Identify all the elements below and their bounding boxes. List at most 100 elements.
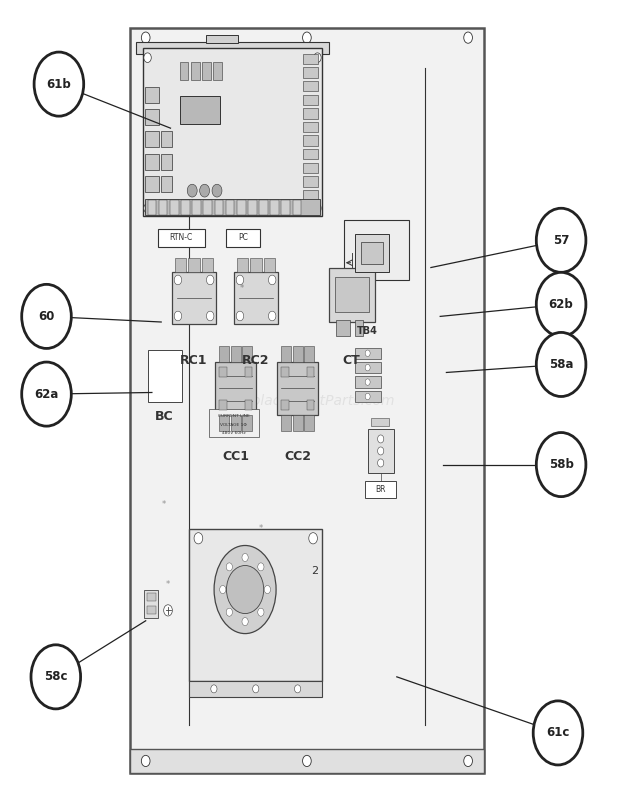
Circle shape xyxy=(314,53,321,62)
Circle shape xyxy=(365,350,370,356)
Bar xyxy=(159,200,167,215)
Circle shape xyxy=(378,435,384,443)
Circle shape xyxy=(536,433,586,497)
Bar xyxy=(215,200,223,215)
Text: 58b: 58b xyxy=(549,458,574,471)
Bar xyxy=(281,400,288,410)
Bar xyxy=(244,400,252,410)
Circle shape xyxy=(536,332,586,396)
Bar xyxy=(189,529,322,681)
Circle shape xyxy=(464,755,472,767)
Circle shape xyxy=(258,608,264,616)
Circle shape xyxy=(268,311,276,320)
Bar xyxy=(148,350,182,402)
Bar xyxy=(355,234,389,272)
Bar xyxy=(226,229,260,247)
Circle shape xyxy=(365,364,370,371)
Circle shape xyxy=(378,459,384,467)
Bar xyxy=(281,200,290,215)
Ellipse shape xyxy=(214,545,276,634)
Bar xyxy=(306,400,314,410)
Text: 58a: 58a xyxy=(549,358,574,371)
Bar xyxy=(130,28,484,773)
Bar xyxy=(181,200,190,215)
Circle shape xyxy=(303,32,311,43)
Circle shape xyxy=(236,311,244,320)
Bar xyxy=(303,108,318,119)
Circle shape xyxy=(536,272,586,336)
Bar xyxy=(293,200,301,215)
Text: BC: BC xyxy=(155,410,174,423)
Text: 61b: 61b xyxy=(46,78,71,91)
Circle shape xyxy=(268,276,276,285)
Bar xyxy=(191,62,200,80)
Bar xyxy=(355,376,381,388)
Bar xyxy=(368,429,394,473)
Bar xyxy=(130,749,484,773)
Circle shape xyxy=(378,447,384,455)
Bar xyxy=(189,681,322,697)
Text: PC: PC xyxy=(239,233,248,243)
Circle shape xyxy=(211,685,217,693)
Text: 61c: 61c xyxy=(546,727,570,739)
Circle shape xyxy=(144,53,151,62)
Bar xyxy=(278,362,317,415)
Circle shape xyxy=(253,685,259,693)
Bar xyxy=(303,190,318,200)
Bar xyxy=(270,200,279,215)
Bar xyxy=(170,200,179,215)
Bar xyxy=(303,122,318,132)
Bar xyxy=(203,200,212,215)
Circle shape xyxy=(236,276,244,285)
Bar xyxy=(237,200,246,215)
Bar xyxy=(259,200,268,215)
Circle shape xyxy=(22,362,71,426)
Circle shape xyxy=(144,203,151,213)
Bar xyxy=(355,348,381,359)
Text: CC2: CC2 xyxy=(284,450,311,463)
Circle shape xyxy=(264,586,270,594)
Bar xyxy=(219,346,229,362)
Bar xyxy=(147,593,156,601)
Bar xyxy=(281,367,288,377)
Circle shape xyxy=(194,533,203,544)
Bar xyxy=(219,367,227,377)
Circle shape xyxy=(226,608,232,616)
Text: VOLTAGE 1Φ: VOLTAGE 1Φ xyxy=(220,423,247,426)
Circle shape xyxy=(164,605,172,616)
Circle shape xyxy=(31,645,81,709)
Text: 480V 60Hz: 480V 60Hz xyxy=(222,432,246,435)
Text: CC1: CC1 xyxy=(222,450,249,463)
Circle shape xyxy=(303,755,311,767)
Circle shape xyxy=(206,311,214,320)
Bar xyxy=(145,199,320,215)
Bar xyxy=(145,176,159,192)
Text: *: * xyxy=(259,524,262,533)
Circle shape xyxy=(365,379,370,385)
Bar xyxy=(303,81,318,91)
Bar xyxy=(158,229,205,247)
Bar xyxy=(242,346,252,362)
Bar xyxy=(219,400,227,410)
Bar xyxy=(148,200,156,215)
Text: RC1: RC1 xyxy=(180,354,208,367)
Text: RC2: RC2 xyxy=(242,354,270,367)
Bar xyxy=(206,35,238,43)
Bar xyxy=(231,414,241,431)
Bar xyxy=(202,258,213,272)
Text: 2: 2 xyxy=(311,566,319,576)
Bar xyxy=(161,131,172,147)
Bar xyxy=(250,258,262,272)
Circle shape xyxy=(464,32,472,43)
Bar xyxy=(264,258,275,272)
Text: *: * xyxy=(240,284,244,293)
Text: 57: 57 xyxy=(553,234,569,247)
Bar xyxy=(355,391,381,402)
Circle shape xyxy=(536,208,586,272)
Bar xyxy=(145,131,159,147)
Circle shape xyxy=(226,566,264,614)
Circle shape xyxy=(242,553,248,562)
Bar xyxy=(180,96,220,124)
Bar xyxy=(147,606,156,614)
Circle shape xyxy=(187,184,197,197)
